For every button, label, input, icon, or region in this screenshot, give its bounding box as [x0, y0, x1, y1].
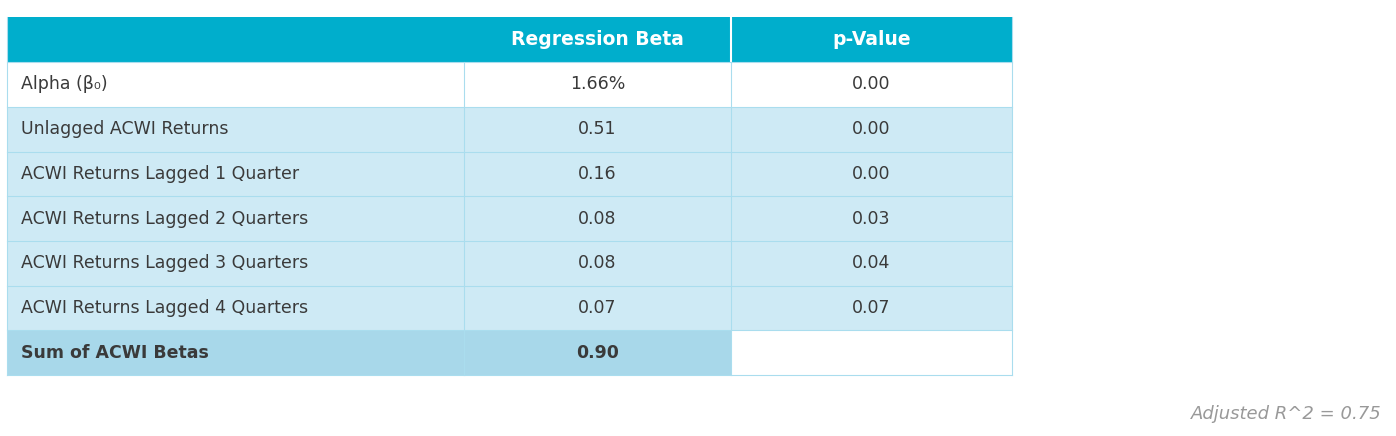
Text: Adjusted R^2 = 0.75: Adjusted R^2 = 0.75 — [1191, 405, 1382, 423]
Text: 0.08: 0.08 — [578, 210, 617, 228]
Text: ACWI Returns Lagged 2 Quarters: ACWI Returns Lagged 2 Quarters — [21, 210, 309, 228]
Text: 0.90: 0.90 — [577, 344, 618, 361]
Text: 0.03: 0.03 — [852, 210, 891, 228]
Text: p-Value: p-Value — [832, 30, 910, 49]
Text: 0.00: 0.00 — [852, 120, 891, 138]
Text: ACWI Returns Lagged 3 Quarters: ACWI Returns Lagged 3 Quarters — [21, 254, 309, 272]
Text: 0.00: 0.00 — [852, 165, 891, 183]
Text: Sum of ACWI Betas: Sum of ACWI Betas — [21, 344, 209, 361]
Text: 0.07: 0.07 — [852, 299, 891, 317]
Text: ACWI Returns Lagged 4 Quarters: ACWI Returns Lagged 4 Quarters — [21, 299, 309, 317]
Text: 0.08: 0.08 — [578, 254, 617, 272]
Text: ACWI Returns Lagged 1 Quarter: ACWI Returns Lagged 1 Quarter — [21, 165, 299, 183]
Text: Regression Beta: Regression Beta — [511, 30, 684, 49]
Text: Alpha (β₀): Alpha (β₀) — [21, 75, 107, 93]
Text: 0.00: 0.00 — [852, 75, 891, 93]
Text: 0.16: 0.16 — [578, 165, 617, 183]
Text: 1.66%: 1.66% — [570, 75, 625, 93]
Text: 0.07: 0.07 — [578, 299, 617, 317]
Text: 0.51: 0.51 — [578, 120, 617, 138]
Text: Unlagged ACWI Returns: Unlagged ACWI Returns — [21, 120, 229, 138]
Text: 0.04: 0.04 — [852, 254, 891, 272]
